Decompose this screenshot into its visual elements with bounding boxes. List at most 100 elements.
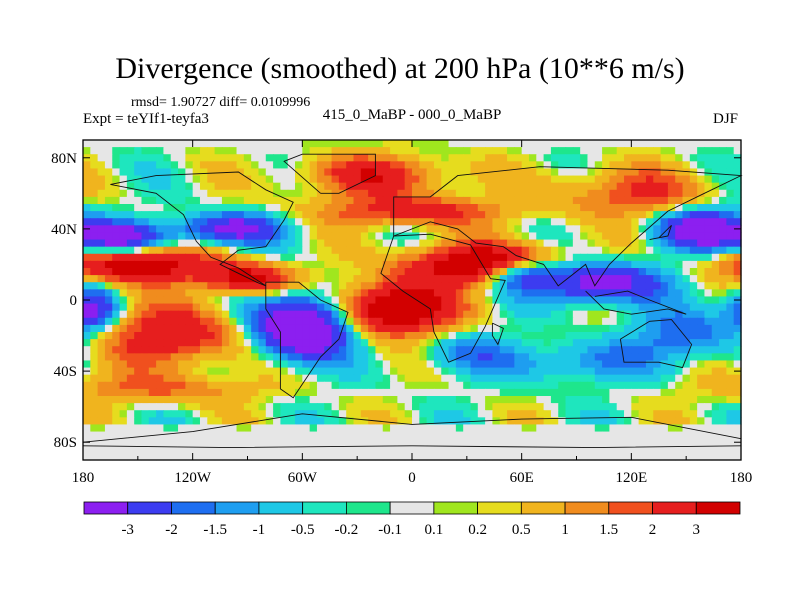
field-cell xyxy=(587,211,596,219)
field-cell xyxy=(229,225,238,234)
field-cell xyxy=(119,282,128,290)
field-cell xyxy=(660,303,669,312)
field-cell xyxy=(426,360,435,369)
field-cell xyxy=(441,211,450,219)
field-cell xyxy=(470,431,479,440)
field-cell xyxy=(104,431,113,440)
field-cell xyxy=(485,381,494,390)
field-cell xyxy=(675,388,684,397)
field-cell xyxy=(214,253,223,262)
field-cell xyxy=(565,445,574,454)
field-cell xyxy=(368,289,377,298)
field-cell xyxy=(602,353,610,362)
field-cell xyxy=(163,445,172,454)
field-cell xyxy=(397,339,406,347)
field-cell xyxy=(689,417,698,426)
field-cell xyxy=(609,353,618,362)
field-cell xyxy=(602,310,610,319)
field-cell xyxy=(338,161,347,170)
field-cell xyxy=(580,147,589,155)
field-cell xyxy=(192,196,201,205)
field-cell xyxy=(382,232,391,241)
field-cell xyxy=(477,424,486,433)
field-cell xyxy=(543,140,552,148)
field-cell xyxy=(514,445,523,454)
field-cell xyxy=(302,175,311,184)
field-cell xyxy=(631,332,640,340)
field-cell xyxy=(251,260,260,269)
field-cell xyxy=(316,232,325,241)
field-cell xyxy=(528,367,537,376)
field-cell xyxy=(689,332,698,340)
field-cell xyxy=(353,140,362,148)
field-cell xyxy=(251,175,260,184)
field-cell xyxy=(485,289,494,298)
field-cell xyxy=(485,332,494,340)
field-cell xyxy=(280,175,289,184)
field-cell xyxy=(192,310,201,319)
field-cell xyxy=(229,346,238,354)
field-cell xyxy=(360,140,369,148)
field-cell xyxy=(492,410,501,418)
field-cell xyxy=(675,225,684,234)
field-cell xyxy=(404,381,413,390)
field-cell xyxy=(441,154,450,162)
field-cell xyxy=(550,417,559,426)
field-cell xyxy=(346,168,355,177)
field-cell xyxy=(675,431,684,440)
field-cell xyxy=(331,182,340,191)
field-cell xyxy=(112,182,121,191)
field-cell xyxy=(536,374,545,383)
field-cell xyxy=(404,310,413,319)
field-cell xyxy=(119,353,128,362)
field-cell xyxy=(492,367,501,376)
field-cell xyxy=(280,253,289,262)
field-cell xyxy=(507,225,515,234)
field-cell xyxy=(419,346,428,354)
field-cell xyxy=(119,367,128,376)
field-cell xyxy=(704,232,713,241)
field-cell xyxy=(704,268,713,276)
field-cell xyxy=(295,140,303,148)
field-cell xyxy=(499,374,508,383)
field-cell xyxy=(660,445,669,454)
field-cell xyxy=(697,218,706,226)
field-cell xyxy=(719,360,727,369)
field-cell xyxy=(199,339,208,347)
colorbar-label: 0.1 xyxy=(425,522,444,538)
field-cell xyxy=(645,332,654,340)
field-cell xyxy=(390,445,398,454)
field-cell xyxy=(126,410,135,418)
field-cell xyxy=(448,410,457,418)
field-cell xyxy=(112,339,121,347)
field-cell xyxy=(448,332,457,340)
field-cell xyxy=(134,417,143,426)
field-cell xyxy=(126,324,135,333)
field-cell xyxy=(645,452,654,461)
field-cell xyxy=(675,396,684,404)
field-cell xyxy=(141,381,150,390)
field-cell xyxy=(565,381,574,390)
field-cell xyxy=(412,346,420,354)
field-cell xyxy=(192,367,201,376)
field-cell xyxy=(119,289,128,298)
field-cell xyxy=(514,268,523,276)
field-cell xyxy=(507,196,515,205)
field-cell xyxy=(207,367,216,376)
field-cell xyxy=(477,218,486,226)
field-cell xyxy=(433,438,442,447)
field-cell xyxy=(558,324,567,333)
field-cell xyxy=(338,417,347,426)
field-cell xyxy=(178,396,186,404)
field-cell xyxy=(353,310,362,319)
field-cell xyxy=(360,218,369,226)
field-cell xyxy=(653,424,662,433)
field-cell xyxy=(550,232,559,241)
field-cell xyxy=(426,147,435,155)
field-cell xyxy=(587,396,596,404)
field-cell xyxy=(404,211,413,219)
field-cell xyxy=(682,296,691,305)
field-cell xyxy=(719,182,727,191)
field-cell xyxy=(148,417,157,426)
field-cell xyxy=(134,204,143,212)
